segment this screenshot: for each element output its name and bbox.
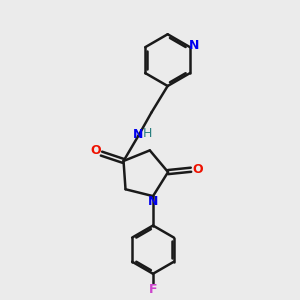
Text: N: N — [148, 195, 158, 208]
Text: F: F — [149, 283, 157, 296]
Text: N: N — [189, 39, 199, 52]
Text: N: N — [133, 128, 143, 141]
Text: H: H — [143, 127, 152, 140]
Text: O: O — [192, 163, 203, 176]
Text: O: O — [90, 144, 101, 157]
